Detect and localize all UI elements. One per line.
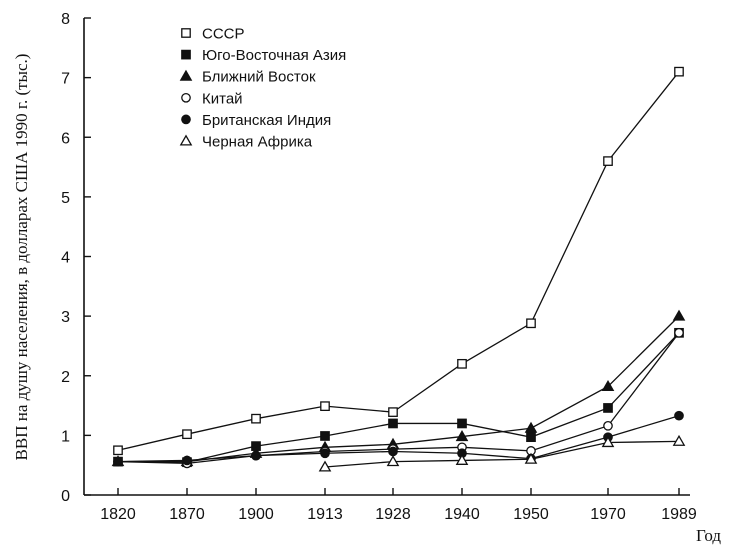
x-tick-label: 1970 [590, 506, 626, 523]
data-point [455, 430, 469, 442]
x-tick-label: 1940 [444, 506, 480, 523]
y-ticks: 0 1 2 3 4 5 6 7 8 [61, 11, 91, 505]
series-line [117, 415, 680, 463]
data-point [672, 309, 686, 321]
x-tick-label: 1820 [100, 506, 136, 523]
data-point [674, 66, 684, 77]
data-point [320, 401, 330, 412]
data-point [603, 156, 613, 166]
data-point [182, 455, 192, 466]
data-point [388, 446, 398, 457]
data-point [672, 434, 686, 446]
series-line [117, 332, 680, 463]
data-point [388, 418, 398, 429]
y-tick-label: 5 [61, 190, 70, 207]
legend-marker [179, 69, 193, 81]
data-point [113, 445, 123, 456]
legend-marker [179, 134, 193, 146]
data-point [674, 327, 684, 338]
series-line [118, 315, 680, 463]
legend-marker [181, 49, 191, 60]
data-point [251, 450, 261, 461]
y-tick-label: 4 [61, 250, 70, 267]
data-point [320, 448, 330, 459]
legend-label: Британская Индия [202, 112, 331, 129]
y-axis-title: ВВП на душу населения, в долларах США 19… [12, 54, 31, 461]
x-tick-label: 1950 [513, 506, 549, 523]
series-lines [117, 71, 680, 468]
data-point [674, 410, 684, 421]
x-tick-label: 1900 [238, 506, 274, 523]
data-point [318, 460, 332, 472]
data-point [526, 432, 536, 443]
x-tick-label: 1928 [375, 506, 411, 523]
data-point [386, 455, 400, 467]
data-point [601, 379, 615, 392]
legend-label: СССР [202, 26, 245, 43]
y-tick-label: 2 [61, 369, 70, 386]
data-point [182, 429, 192, 440]
data-point [320, 431, 330, 441]
axes [83, 18, 690, 496]
data-point [388, 407, 398, 417]
x-tick-label: 1870 [169, 506, 205, 523]
y-tick-label: 7 [61, 71, 70, 88]
data-point [524, 452, 538, 464]
y-tick-label: 8 [61, 11, 70, 28]
data-point [251, 413, 261, 424]
series-markers [111, 66, 686, 472]
data-point [526, 318, 536, 329]
series-line [324, 440, 680, 468]
legend-label: Китай [202, 90, 243, 107]
data-point [524, 421, 538, 433]
legend-marker [181, 92, 191, 103]
y-tick-label: 1 [61, 428, 70, 445]
data-point [113, 456, 123, 467]
data-point [457, 358, 467, 369]
legend-label: Черная Африка [202, 134, 313, 151]
data-point [455, 453, 469, 465]
y-tick-label: 0 [61, 488, 70, 505]
legend: СССР Юго-Восточная Азия Ближний Восток Кита… [179, 26, 346, 151]
y-tick-label: 6 [61, 130, 70, 147]
legend-marker [181, 28, 191, 38]
data-point [603, 403, 613, 413]
legend-label: Ближний Восток [202, 69, 316, 86]
x-tick-label: 1989 [661, 506, 697, 523]
legend-marker [181, 114, 191, 125]
x-ticks: 1820 1870 1900 1913 1928 1940 1950 1970 1989 [100, 488, 697, 523]
data-point [457, 418, 467, 429]
legend-label: Юго-Восточная Азия [202, 47, 346, 64]
data-point [603, 420, 613, 431]
x-tick-label: 1913 [307, 506, 343, 523]
y-tick-label: 3 [61, 309, 70, 326]
data-point [601, 436, 615, 448]
x-axis-title: Год [696, 526, 721, 545]
